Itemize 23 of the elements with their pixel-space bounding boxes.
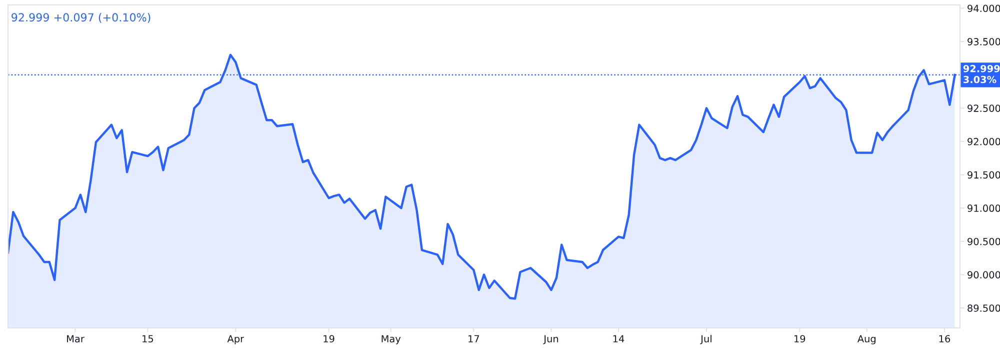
- x-tick-label: 19: [794, 335, 806, 342]
- x-tick-label: 15: [142, 335, 154, 342]
- x-tick-label: Mar: [67, 335, 84, 342]
- y-tick-label: 93.500: [968, 38, 1000, 46]
- y-tick-label: 92.500: [968, 104, 1000, 112]
- x-tick-label: Jul: [700, 334, 712, 344]
- y-tick-label: 92.000: [968, 138, 1000, 146]
- y-tick-label: 90.500: [968, 238, 1000, 246]
- y-tick-label: 94.000: [968, 4, 1000, 12]
- x-tick-label: Apr: [227, 335, 244, 344]
- y-tick-label: 91.000: [968, 204, 1000, 212]
- y-tick-label: 90.000: [968, 271, 1000, 278]
- annotation: 92.999 +0.097 (+0.10%): [12, 12, 150, 23]
- x-tick-label: 17: [468, 335, 480, 342]
- y-tick-label: 91.500: [968, 171, 1000, 179]
- x-tick-label: 19: [324, 335, 334, 342]
- y-tick-label: 89.500: [968, 304, 1000, 312]
- x-tick-label: May: [382, 335, 401, 344]
- x-tick-label: 16: [939, 335, 950, 342]
- x-tick-label: Jun: [543, 335, 558, 344]
- ref-line-label: 92.999 3.03%: [963, 64, 1000, 84]
- x-tick-label: 14: [613, 335, 624, 342]
- x-tick-label: Aug: [857, 335, 876, 344]
